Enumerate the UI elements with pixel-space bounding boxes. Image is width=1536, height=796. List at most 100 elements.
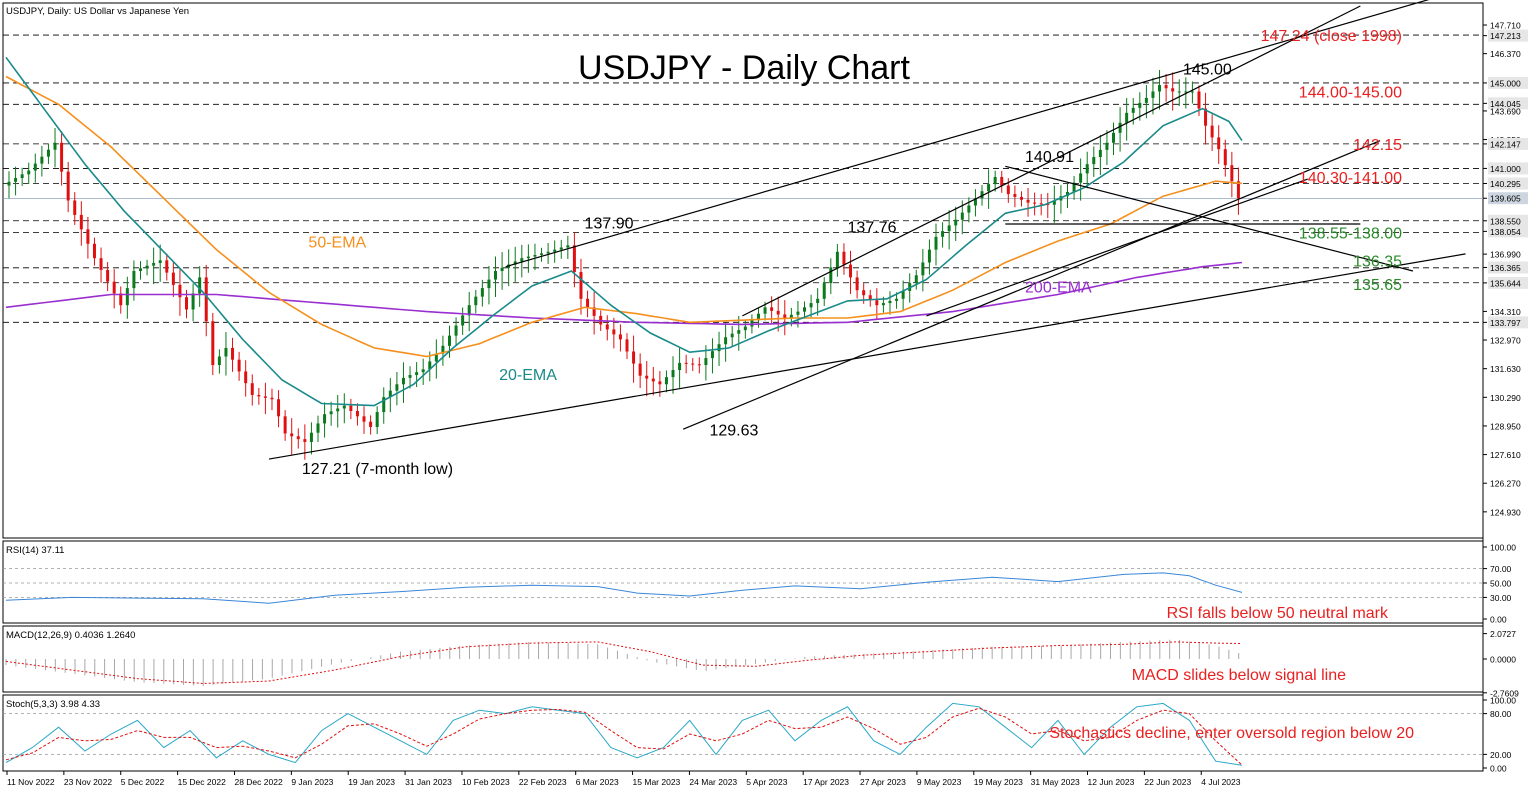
candle-bull: [33, 163, 37, 171]
candle-bull: [191, 293, 195, 310]
candle-bull: [461, 315, 465, 326]
candle-bear: [1026, 199, 1030, 203]
candle-bear: [369, 421, 373, 428]
candle-bull: [316, 423, 320, 433]
price-tick-label: 141.000: [1490, 164, 1521, 174]
candle-bull: [921, 262, 925, 276]
candle-bull: [152, 262, 156, 266]
candle-bear: [296, 436, 300, 440]
candle-bull: [914, 275, 918, 284]
price-tick-label: 130.290: [1490, 393, 1521, 403]
chart-label: 200-EMA: [1025, 279, 1092, 296]
candle-bull: [967, 205, 971, 213]
candle-bull: [664, 377, 668, 385]
candle-bull: [717, 344, 721, 352]
stoch-main-line: [5, 702, 1243, 766]
price-tick-label: 142.147: [1490, 139, 1521, 149]
date-tick-label: 31 May 2023: [1031, 777, 1080, 787]
trendlines: [268, 0, 1466, 460]
stoch-tick-label: 80.00: [1490, 709, 1512, 719]
price-tick-highlight: [1488, 137, 1528, 150]
candle-bear: [119, 293, 123, 306]
candle-bull: [158, 260, 162, 263]
candle-bull: [1177, 91, 1181, 93]
candle-bull: [7, 181, 11, 186]
candle-bull: [730, 333, 734, 338]
candle-bull: [789, 314, 793, 319]
macd-tick-label: 0.0000: [1490, 655, 1516, 665]
candle-bear: [875, 300, 879, 306]
ema20-line: [5, 56, 1243, 407]
candle-bull: [704, 358, 708, 366]
price-tick-highlight: [1488, 177, 1528, 190]
candle-bull: [678, 362, 682, 371]
candle-bull: [809, 303, 813, 308]
candle-bull: [941, 231, 945, 237]
date-tick-label: 17 Apr 2023: [803, 777, 849, 787]
candle-bear: [1000, 176, 1004, 186]
rsi-header: RSI(14) 37.11: [6, 545, 64, 556]
candle-bear: [250, 383, 254, 395]
macd-tick-label: 2.0727: [1490, 629, 1516, 639]
candle-bear: [1210, 125, 1214, 138]
candle-bull: [138, 268, 142, 271]
date-tick-label: 19 Jan 2023: [348, 777, 395, 787]
date-axis: 11 Nov 2022 23 Nov 2022 5 Dec 2022 15 Dec 2…: [6, 771, 1241, 787]
price-tick-highlight: [1488, 76, 1528, 89]
date-tick-label: 22 Feb 2023: [519, 777, 567, 787]
candle-bull: [415, 372, 419, 376]
candle-bull: [454, 325, 458, 336]
price-tick-label: 140.295: [1490, 179, 1521, 189]
candle-bull: [1158, 85, 1162, 92]
date-tick-label: 31 Jan 2023: [405, 777, 452, 787]
candle-bull: [895, 298, 899, 301]
candle-bull: [816, 298, 820, 304]
candle-bull: [835, 251, 839, 268]
candle-bear: [605, 324, 609, 330]
candle-bull: [428, 361, 432, 370]
price-tick-highlight: [1488, 316, 1528, 329]
candle-bear: [1171, 88, 1175, 92]
rsi-indicator: 100.00 70.00 50.00 30.00 0.00: [3, 543, 1516, 625]
candle-bull: [559, 247, 563, 250]
candle-bull: [500, 267, 504, 271]
candle-bull: [1131, 107, 1135, 113]
date-tick-label: 28 Dec 2022: [234, 777, 282, 787]
price-tick-label: 147.710: [1490, 21, 1521, 31]
candle-bull: [145, 265, 149, 269]
candle-bull: [1092, 157, 1096, 165]
candle-bear: [572, 245, 576, 273]
candle-bear: [92, 243, 96, 259]
candle-bear: [66, 171, 70, 201]
level-label: 135.65: [1353, 277, 1402, 294]
macd-signal-line: [5, 641, 1243, 685]
date-tick-label: 5 Dec 2022: [121, 777, 165, 787]
price-tick-highlight: [1488, 214, 1528, 227]
candle-bull: [40, 156, 44, 164]
candle-bull: [132, 271, 136, 289]
candle-bull: [401, 377, 405, 385]
candle-bear: [106, 269, 110, 282]
candle-bull: [743, 326, 747, 331]
candle-bull: [1105, 142, 1109, 150]
candle-bull: [224, 347, 228, 357]
price-tick-label: 132.970: [1490, 336, 1521, 346]
candle-bear: [1046, 204, 1050, 206]
date-tick-label: 4 Jul 2023: [1201, 777, 1240, 787]
stochastic-indicator: 100.00 80.00 20.00 0.00: [3, 696, 1516, 774]
chart-label: 129.63: [709, 423, 758, 440]
candle-bull: [756, 313, 760, 321]
candle-bull: [526, 256, 530, 259]
chart-title: USDJPY - Daily Chart: [578, 49, 910, 87]
price-tick-highlight: [1488, 162, 1528, 175]
price-tick-label: 138.054: [1490, 227, 1521, 237]
candle-bull: [750, 320, 754, 327]
price-tick-label: 131.630: [1490, 364, 1521, 374]
candle-bear: [849, 264, 853, 278]
stoch-tick-label: 20.00: [1490, 750, 1512, 760]
candle-bear: [579, 272, 583, 299]
candle-bear: [244, 371, 248, 384]
date-tick-label: 6 Mar 2023: [576, 777, 619, 787]
candle-bear: [73, 200, 77, 215]
